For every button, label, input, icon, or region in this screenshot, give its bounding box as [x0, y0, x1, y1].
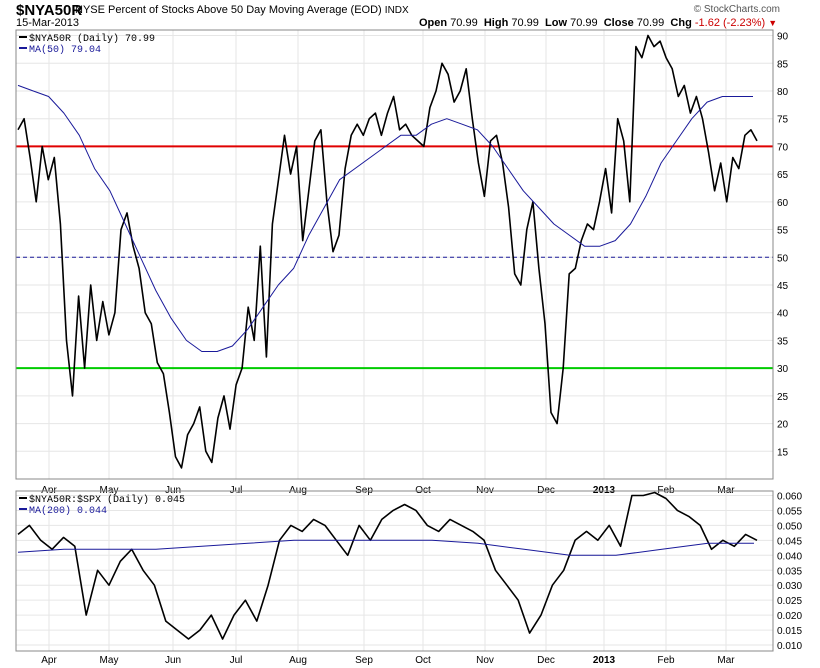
chg-down-icon: ▼	[768, 18, 778, 28]
y-tick-label: 45	[777, 281, 789, 292]
brand-logo: © StockCharts.com	[693, 4, 780, 15]
chart-header: $NYA50R NYSE Percent of Stocks Above 50 …	[0, 0, 820, 30]
x-tick-label: Aug	[289, 655, 307, 666]
x-tick-label: Jun	[165, 655, 181, 666]
high-value: 70.99	[511, 17, 539, 29]
ma-series-line	[17, 539, 754, 556]
price-series-line	[17, 34, 758, 469]
y-tick-label: 70	[777, 142, 789, 153]
y-tick-label: 0.050	[777, 521, 802, 532]
y-tick-label: 0.040	[777, 551, 802, 562]
index-name: NYSE Percent of Stocks Above 50 Day Movi…	[75, 4, 382, 16]
y-tick-label: 0.035	[777, 566, 802, 577]
plot-frame	[15, 29, 774, 480]
price-series-line	[17, 491, 758, 640]
y-tick-label: 0.025	[777, 596, 802, 607]
y-tick-label: 0.015	[777, 626, 802, 637]
y-tick-label: 60	[777, 198, 789, 209]
open-label: Open	[419, 17, 448, 29]
y-tick-label: 75	[777, 115, 789, 126]
y-tick-label: 85	[777, 59, 789, 70]
x-tick-label: Apr	[41, 655, 57, 666]
plot-frame	[15, 490, 774, 652]
ma-series-line	[17, 84, 753, 352]
low-label: Low	[545, 17, 568, 29]
chart-date: 15-Mar-2013	[16, 17, 79, 29]
y-tick-label: 50	[777, 253, 789, 264]
low-value: 70.99	[570, 17, 598, 29]
y-tick-label: 0.020	[777, 611, 802, 622]
y-tick-label: 0.055	[777, 506, 802, 517]
legend-entry: $NYA50R (Daily) 70.99	[29, 33, 155, 45]
x-tick-label: Feb	[657, 655, 675, 666]
exchange-label: INDX	[384, 5, 409, 16]
y-tick-label: 0.030	[777, 581, 802, 592]
y-tick-label: 65	[777, 170, 789, 181]
x-tick-label: Mar	[717, 655, 735, 666]
high-label: High	[483, 17, 509, 29]
y-tick-label: 30	[777, 364, 789, 375]
close-value: 70.99	[636, 17, 665, 29]
y-tick-label: 55	[777, 226, 789, 237]
open-value: 70.99	[450, 17, 478, 29]
chg-value: -1.62 (-2.23%)	[694, 17, 766, 29]
y-tick-label: 25	[777, 392, 789, 403]
y-tick-label: 15	[777, 447, 789, 458]
x-tick-label: Dec	[537, 655, 555, 666]
x-tick-label: Nov	[476, 655, 494, 666]
legend-entry: $NYA50R:$SPX (Daily) 0.045	[29, 494, 185, 506]
y-tick-label: 35	[777, 336, 789, 347]
close-label: Close	[603, 17, 634, 29]
legend-entry: MA(50) 79.04	[29, 44, 101, 56]
x-tick-label: Sep	[355, 655, 373, 666]
symbol-title: $NYA50R	[16, 2, 83, 19]
y-tick-label: 20	[777, 420, 789, 431]
legend-entry: MA(200) 0.044	[29, 505, 107, 517]
chart-title: NYSE Percent of Stocks Above 50 Day Movi…	[75, 4, 409, 16]
x-tick-label: May	[100, 655, 119, 666]
lower-panel: 0.010 0.015 0.020 0.025 0.030 0.035 0.040 0.045…	[15, 490, 802, 666]
y-tick-label: 80	[777, 87, 789, 98]
x-tick-label: Jul	[230, 655, 243, 666]
y-tick-label: 0.045	[777, 536, 802, 547]
x-tick-label: 2013	[593, 655, 616, 666]
x-tick-label: Oct	[415, 655, 431, 666]
y-tick-label: 0.060	[777, 491, 802, 502]
y-tick-label: 90	[777, 32, 789, 43]
y-tick-label: 40	[777, 309, 789, 320]
ohlc-readout: Open 70.99 High 70.99 Low 70.99 Close 70…	[419, 17, 777, 29]
chg-label: Chg	[670, 17, 692, 29]
y-tick-label: 0.010	[777, 641, 802, 652]
